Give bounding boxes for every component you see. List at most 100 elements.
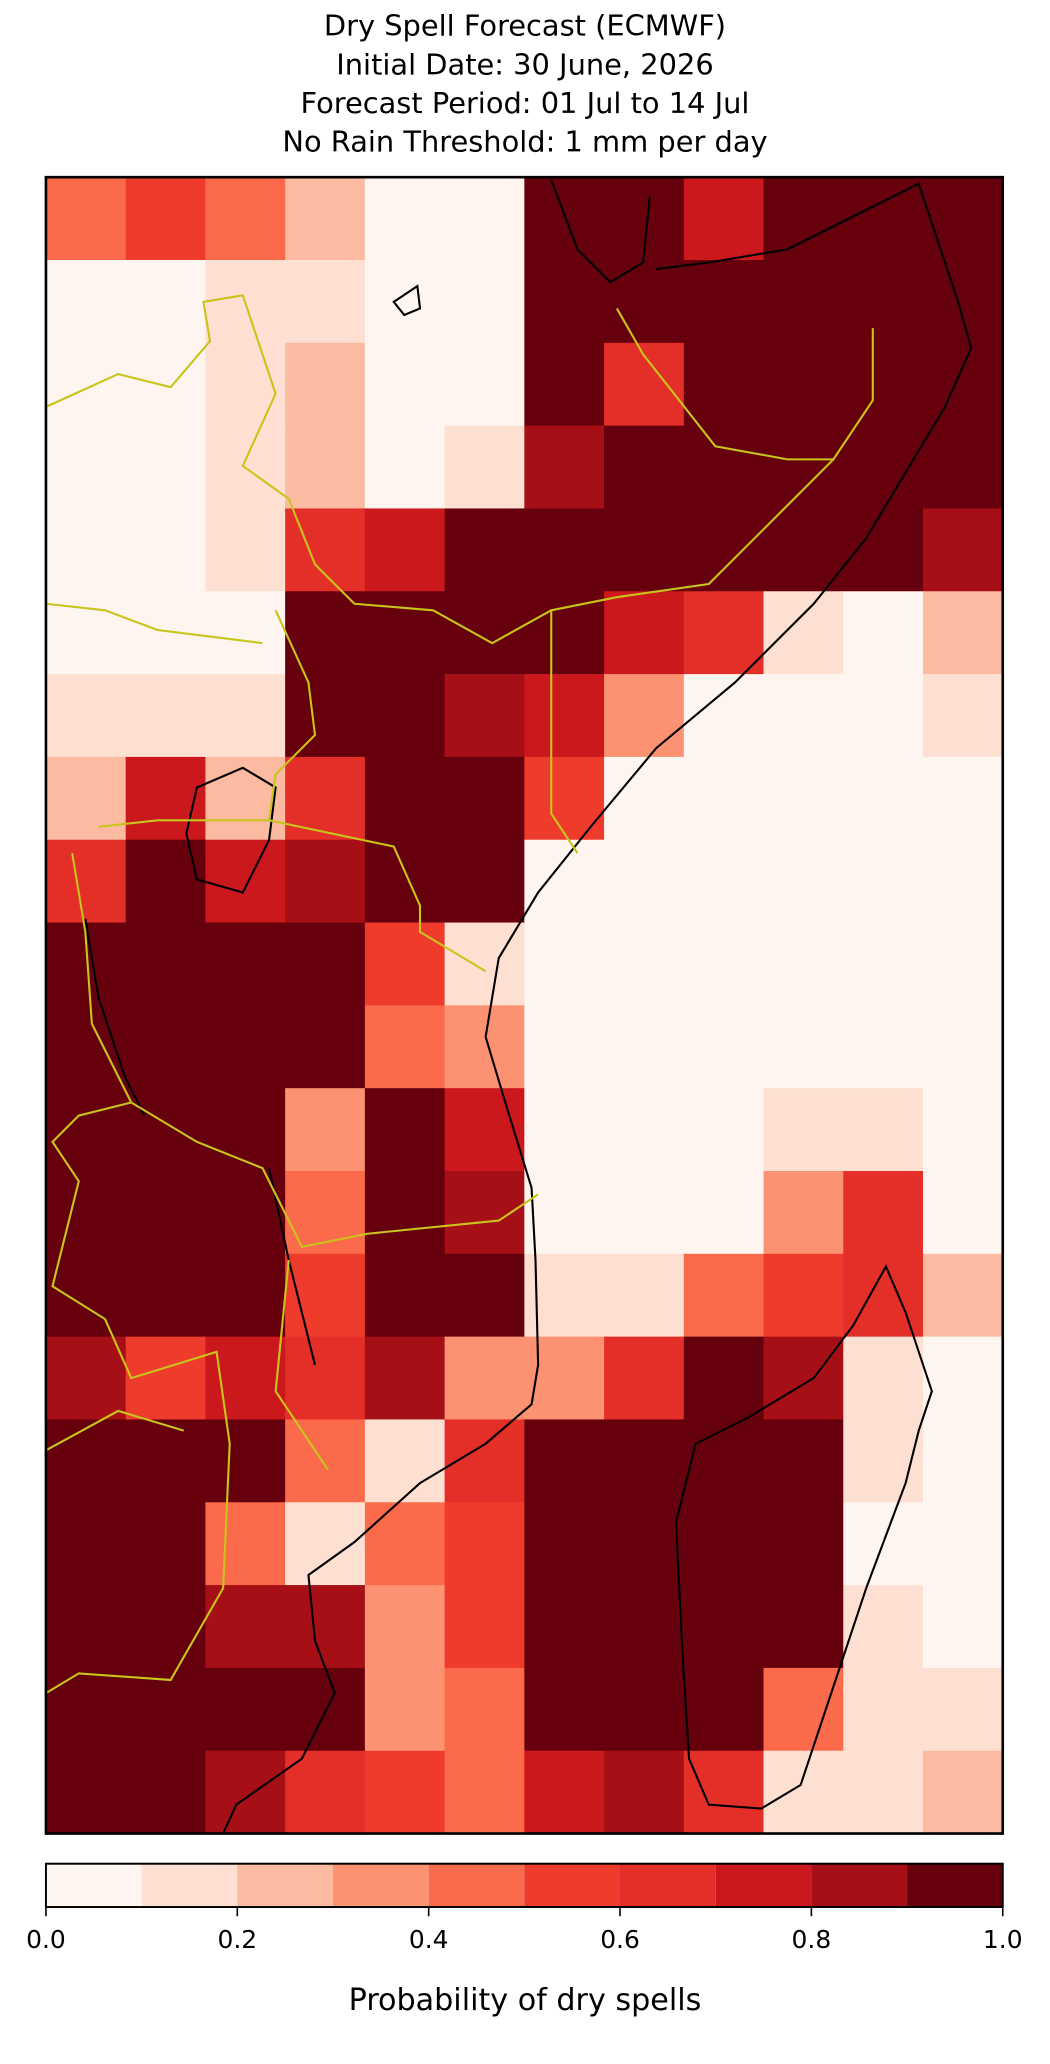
cell [763,508,844,592]
cell [125,922,207,1007]
colorbar-segment [907,1863,1003,1908]
cell [604,1419,685,1503]
cell [923,1253,1004,1338]
cell [923,425,1004,510]
cell [205,1502,286,1586]
cell [923,260,1004,344]
cell [364,1667,446,1752]
cell [843,342,924,427]
tick-label: 0.4 [409,1925,449,1954]
cell [285,342,366,427]
chart-title: Initial Date: 30 June, 2026 [336,47,713,81]
cell [604,1585,685,1669]
cell [125,1253,207,1338]
cell [125,674,207,758]
cell [604,756,685,841]
cell [364,1585,446,1669]
cell [923,177,1004,261]
cell [524,425,605,510]
cell [125,1585,207,1669]
cell [364,425,446,510]
cell [125,508,207,592]
cell [524,839,605,924]
cell [843,922,924,1007]
cell [923,1750,1004,1835]
colorbar [45,1863,1003,1908]
cell [444,591,525,675]
cell [444,839,525,924]
cell [923,1502,1004,1586]
colorbar-segment [524,1863,621,1908]
cell [364,1170,446,1255]
cell [763,1585,844,1669]
cell [364,508,446,592]
cell [45,425,127,510]
cell [444,425,525,510]
cell [604,1005,685,1089]
cell [285,1336,366,1421]
cell [45,1667,127,1752]
cell [683,425,765,510]
heatmap [45,177,1004,1835]
cell [364,1088,446,1172]
colorbar-segment [141,1863,238,1908]
cell [444,1750,525,1835]
cell [285,177,366,261]
cell [285,425,366,510]
cell [683,1005,765,1089]
cell [45,1336,127,1421]
cell [763,1088,844,1172]
cell [285,674,366,758]
cell [45,1419,127,1503]
cell [45,1502,127,1586]
cell [524,591,605,675]
cell [843,425,924,510]
cell [524,922,605,1007]
chart-title: No Rain Threshold: 1 mm per day [282,125,767,159]
cell [524,1419,605,1503]
cell [364,591,446,675]
cell [205,1170,286,1255]
cell [843,1005,924,1089]
coastline [222,179,973,1834]
cell [683,1502,765,1586]
cell [364,1336,446,1421]
tick-label: 0.2 [217,1925,257,1954]
cell [524,1170,605,1255]
cell [763,1667,844,1752]
cell [604,1253,685,1338]
cell [364,1419,446,1503]
cell [843,1170,924,1255]
cell [205,591,286,675]
cell [683,674,765,758]
cell [683,756,765,841]
cell [45,1005,127,1089]
chart-title: Dry Spell Forecast (ECMWF) [324,9,726,43]
cell [125,425,207,510]
cell [444,1088,525,1172]
cell [763,1005,844,1089]
cell [923,1170,1004,1255]
cell [763,260,844,344]
cell [125,1667,207,1752]
cell [763,1170,844,1255]
cell [763,425,844,510]
cell [763,674,844,758]
cell [45,839,127,924]
cell [364,1253,446,1338]
cell [285,922,366,1007]
cell [45,1088,127,1172]
cell [444,1336,525,1421]
cell [604,922,685,1007]
cell [125,1750,207,1835]
tick-label: 0.8 [792,1925,832,1954]
cell [604,1170,685,1255]
cell [683,591,765,675]
cell [125,1170,207,1255]
cell [45,674,127,758]
cell [205,922,286,1007]
cell [524,342,605,427]
cell [444,508,525,592]
cell [923,674,1004,758]
